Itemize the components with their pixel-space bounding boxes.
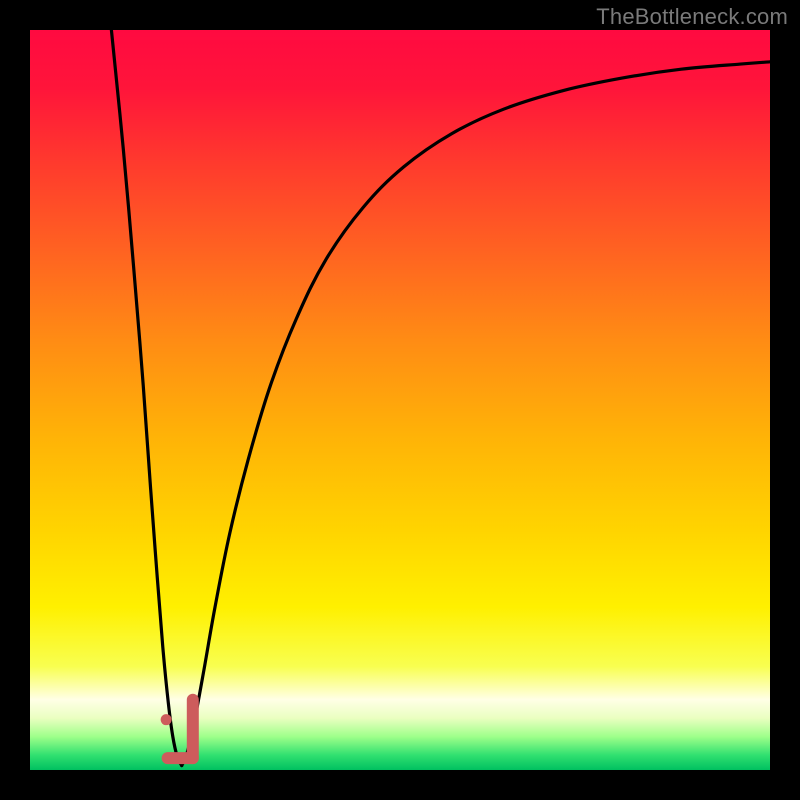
- outer-frame: TheBottleneck.com: [0, 0, 800, 800]
- j-marker-dot: [161, 714, 172, 725]
- watermark-text: TheBottleneck.com: [596, 4, 788, 30]
- chart-background: [30, 30, 770, 770]
- plot-area: [30, 30, 770, 770]
- chart-svg: [30, 30, 770, 770]
